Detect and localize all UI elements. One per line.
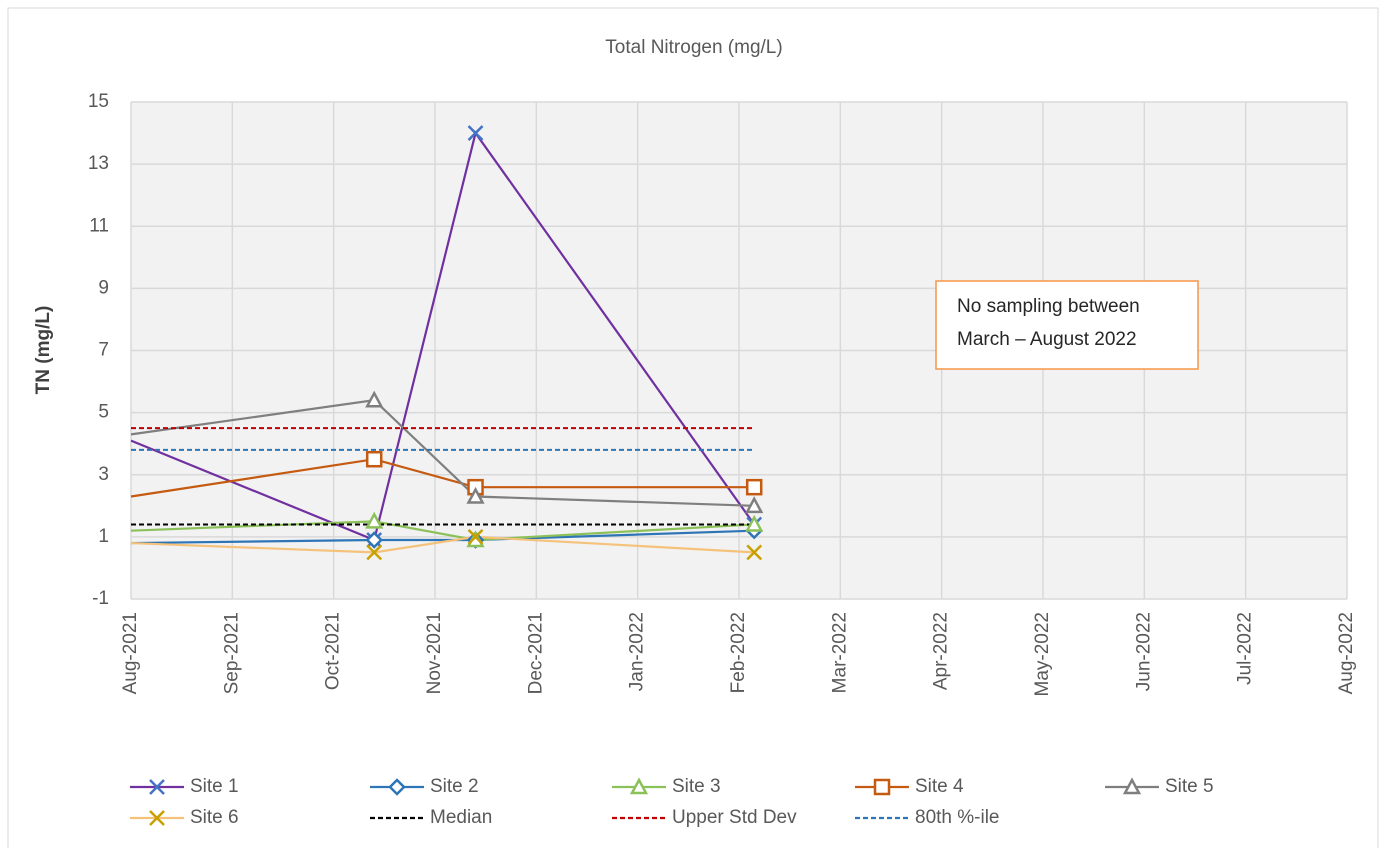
y-tick-label: -1	[92, 588, 109, 609]
y-tick-label: 11	[89, 215, 109, 236]
y-tick-label: 7	[98, 340, 109, 361]
marker	[746, 544, 763, 561]
y-axis-label: TN (mg/L)	[33, 306, 54, 395]
y-tick-label: 9	[98, 277, 109, 298]
y-tick-label: 3	[98, 464, 109, 485]
marker	[467, 528, 484, 545]
y-tick-label: 15	[88, 91, 109, 112]
series-line	[130, 458, 755, 498]
marker	[365, 390, 384, 408]
y-tick-label: 13	[88, 153, 109, 174]
marker	[365, 450, 383, 468]
marker	[365, 531, 383, 549]
x-tick-label: Jul-2022	[1235, 612, 1256, 685]
legend-label: Median	[430, 807, 492, 828]
x-tick-label: Jan-2022	[627, 612, 648, 691]
x-tick-label: Dec-2021	[525, 612, 546, 694]
series-line	[130, 520, 755, 542]
legend-label: 80th %-ile	[915, 807, 1000, 828]
chart-title: Total Nitrogen (mg/L)	[605, 37, 782, 58]
series-line	[130, 130, 756, 542]
annotation-text: No sampling between	[957, 296, 1140, 317]
marker	[365, 511, 384, 529]
marker	[149, 779, 165, 795]
legend-label: Site 1	[190, 776, 239, 797]
legend-label: Site 2	[430, 776, 479, 797]
series-line	[130, 535, 755, 554]
marker	[466, 486, 485, 504]
x-tick-label: Apr-2022	[931, 612, 952, 690]
x-tick-label: Oct-2021	[323, 612, 344, 690]
y-tick-label: 1	[98, 526, 109, 547]
marker	[745, 496, 764, 514]
marker	[388, 778, 406, 796]
legend-label: Site 6	[190, 807, 239, 828]
x-tick-label: Nov-2021	[424, 612, 445, 694]
marker	[745, 478, 763, 496]
x-tick-label: Mar-2022	[829, 612, 850, 693]
legend-label: Site 4	[915, 776, 964, 797]
marker	[873, 778, 891, 796]
legend-label: Upper Std Dev	[672, 807, 797, 828]
y-tick-label: 5	[98, 402, 109, 423]
marker	[366, 544, 383, 561]
x-tick-label: May-2022	[1032, 612, 1053, 697]
marker	[467, 125, 484, 141]
marker	[149, 810, 165, 826]
legend-label: Site 5	[1165, 776, 1214, 797]
marker	[1122, 777, 1142, 795]
marker	[629, 777, 649, 795]
x-tick-label: Aug-2022	[1336, 612, 1357, 694]
series-line	[130, 529, 755, 545]
x-tick-label: Sep-2021	[221, 612, 242, 694]
series-line	[130, 399, 755, 507]
annotation-text: March – August 2022	[957, 329, 1137, 350]
legend-label: Site 3	[672, 776, 721, 797]
x-tick-label: Aug-2021	[120, 612, 141, 694]
annotation-box	[935, 280, 1199, 370]
marker	[745, 514, 764, 532]
x-tick-label: Jun-2022	[1133, 612, 1154, 691]
x-tick-label: Feb-2022	[728, 612, 749, 693]
